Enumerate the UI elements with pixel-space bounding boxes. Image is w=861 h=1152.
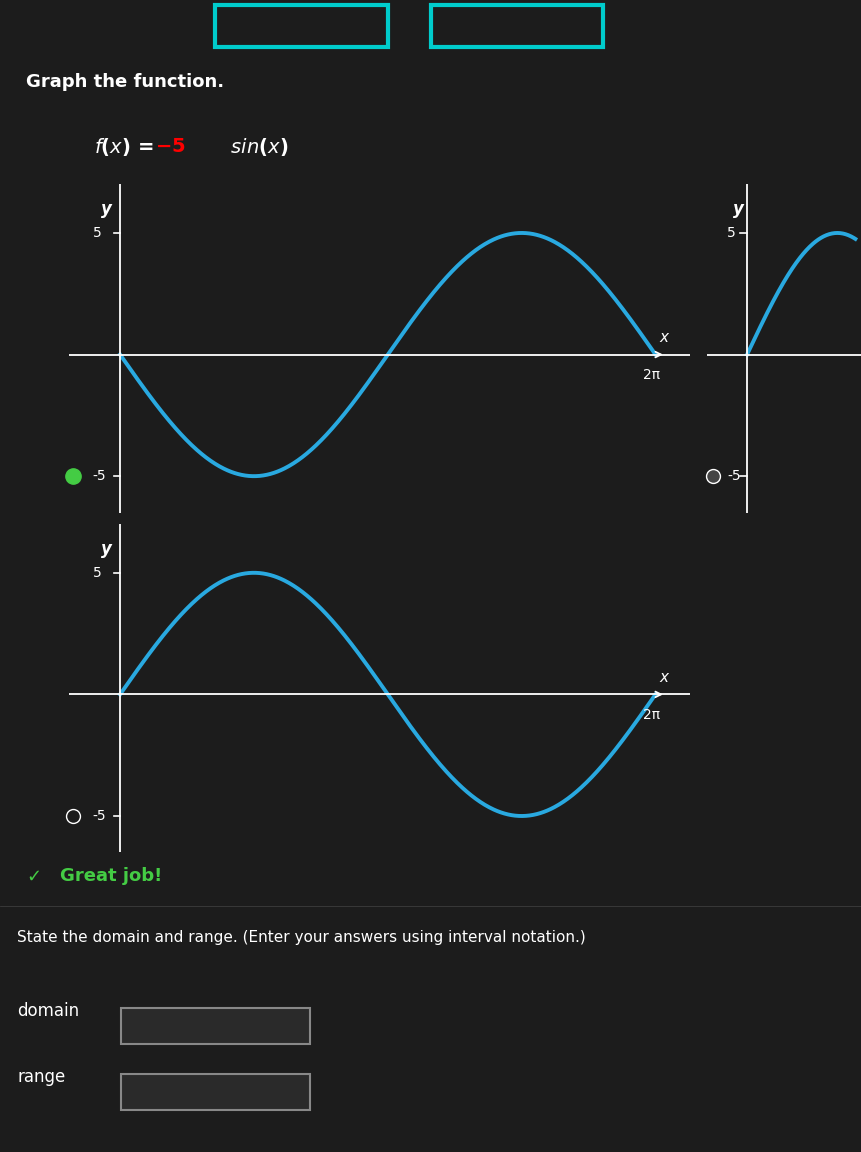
- Text: 2π: 2π: [642, 367, 659, 382]
- Text: 5: 5: [726, 226, 734, 240]
- Text: x: x: [659, 329, 668, 344]
- Text: range: range: [17, 1068, 65, 1086]
- Text: y: y: [732, 200, 743, 219]
- Text: -5: -5: [726, 469, 740, 483]
- Text: Graph the function.: Graph the function.: [26, 73, 224, 91]
- Text: $\mathbf{-5}$: $\mathbf{-5}$: [155, 137, 185, 157]
- Text: $\mathit{f}$($\mathit{x}$) =: $\mathit{f}$($\mathit{x}$) =: [94, 136, 155, 158]
- FancyBboxPatch shape: [121, 1008, 310, 1044]
- Text: y: y: [102, 540, 112, 559]
- Text: Great job!: Great job!: [60, 867, 163, 886]
- Text: 5: 5: [93, 226, 102, 240]
- Text: ✓: ✓: [26, 867, 41, 886]
- Text: y: y: [102, 200, 112, 219]
- Bar: [430, 6, 603, 47]
- Text: -5: -5: [93, 809, 106, 823]
- Text: domain: domain: [17, 1002, 79, 1021]
- Text: 5: 5: [93, 566, 102, 579]
- FancyBboxPatch shape: [121, 1074, 310, 1111]
- Bar: [215, 6, 387, 47]
- Text: 2π: 2π: [642, 707, 659, 722]
- Text: $\mathit{sin}$($\mathit{x}$): $\mathit{sin}$($\mathit{x}$): [224, 136, 288, 158]
- Text: x: x: [659, 669, 668, 684]
- Text: -5: -5: [93, 469, 106, 483]
- Text: State the domain and range. (Enter your answers using interval notation.): State the domain and range. (Enter your …: [17, 931, 585, 946]
